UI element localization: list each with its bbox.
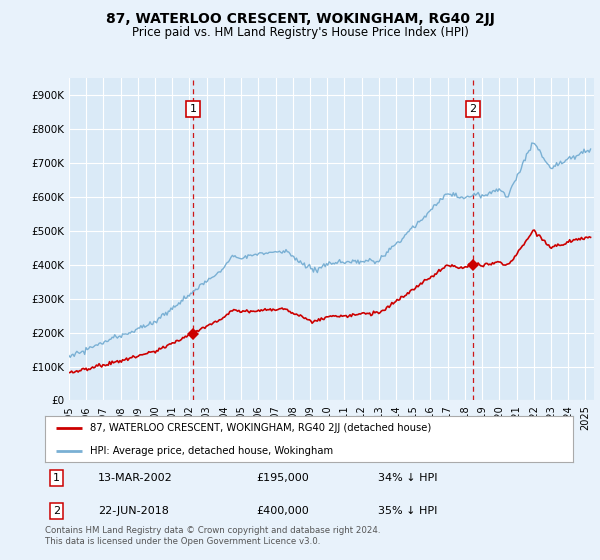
Text: 87, WATERLOO CRESCENT, WOKINGHAM, RG40 2JJ (detached house): 87, WATERLOO CRESCENT, WOKINGHAM, RG40 2… <box>90 423 431 433</box>
Text: 2: 2 <box>469 104 476 114</box>
Text: 1: 1 <box>53 473 60 483</box>
Text: £400,000: £400,000 <box>256 506 309 516</box>
Text: 35% ↓ HPI: 35% ↓ HPI <box>377 506 437 516</box>
Text: 2: 2 <box>53 506 60 516</box>
Text: £195,000: £195,000 <box>256 473 309 483</box>
Text: 87, WATERLOO CRESCENT, WOKINGHAM, RG40 2JJ: 87, WATERLOO CRESCENT, WOKINGHAM, RG40 2… <box>106 12 494 26</box>
Text: Price paid vs. HM Land Registry's House Price Index (HPI): Price paid vs. HM Land Registry's House … <box>131 26 469 39</box>
Text: 1: 1 <box>190 104 196 114</box>
Text: Contains HM Land Registry data © Crown copyright and database right 2024.
This d: Contains HM Land Registry data © Crown c… <box>45 526 380 546</box>
Text: 13-MAR-2002: 13-MAR-2002 <box>98 473 173 483</box>
Text: 34% ↓ HPI: 34% ↓ HPI <box>377 473 437 483</box>
Text: HPI: Average price, detached house, Wokingham: HPI: Average price, detached house, Woki… <box>90 446 333 455</box>
Text: 22-JUN-2018: 22-JUN-2018 <box>98 506 169 516</box>
